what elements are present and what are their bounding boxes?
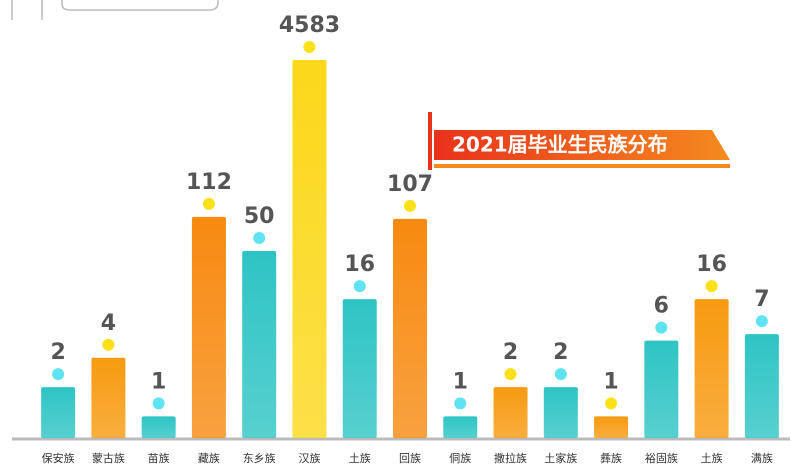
bar — [242, 250, 277, 438]
bar — [644, 340, 679, 438]
value-label: 1 — [151, 369, 166, 394]
x-tick-label: 彝族 — [600, 451, 622, 465]
value-label: 6 — [654, 294, 669, 319]
value-label: 50 — [244, 204, 275, 229]
bar — [393, 218, 427, 438]
marker-dot — [404, 199, 416, 212]
value-label: 1 — [603, 369, 618, 394]
bar — [493, 387, 528, 438]
bar — [292, 59, 327, 439]
marker-dot — [554, 368, 567, 381]
x-tick-label: 蒙古族 — [92, 451, 125, 465]
marker-dot — [353, 280, 366, 293]
x-tick-label: 保安族 — [42, 451, 75, 465]
marker-dot — [605, 397, 618, 410]
bar — [191, 216, 226, 438]
marker-dot — [303, 40, 316, 53]
decoration — [11, 0, 219, 20]
chart-title: 2021届毕业生民族分布 — [452, 133, 668, 157]
x-tick-label: 土族 — [349, 451, 371, 465]
x-tick-label: 汉族 — [298, 451, 320, 465]
x-tick-label: 土族 — [701, 451, 723, 465]
value-label: 107 — [387, 172, 433, 197]
value-label: 2 — [553, 340, 568, 365]
x-tick-label: 土家族 — [544, 451, 577, 465]
x-tick-label: 满族 — [751, 451, 773, 465]
x-tick-label: 撒拉族 — [494, 451, 527, 465]
marker-dot — [504, 368, 517, 381]
value-label: 4583 — [279, 13, 340, 38]
x-tick-label: 回族 — [399, 451, 421, 465]
x-tick-label: 裕固族 — [645, 451, 678, 465]
marker-dot — [52, 368, 65, 381]
value-label: 2 — [503, 340, 518, 365]
marker-dot — [253, 231, 266, 244]
bar — [543, 387, 578, 438]
title-banner: 2021届毕业生民族分布 — [428, 112, 730, 170]
marker-dot — [152, 397, 165, 410]
bar — [91, 357, 126, 438]
value-label: 7 — [754, 287, 769, 312]
x-tick-label: 苗族 — [148, 451, 170, 465]
value-label: 1 — [453, 369, 468, 394]
marker-dot — [454, 397, 467, 410]
bar — [594, 416, 629, 438]
x-tick-label: 侗族 — [449, 451, 471, 465]
value-label: 16 — [344, 252, 375, 277]
value-label: 16 — [696, 252, 727, 277]
bar — [443, 416, 478, 438]
value-label: 112 — [186, 170, 232, 195]
bar — [694, 299, 729, 438]
x-tick-label: 藏族 — [198, 451, 220, 465]
marker-dot — [755, 315, 768, 328]
x-tick-label: 东乡族 — [243, 451, 276, 465]
bar — [141, 416, 176, 438]
bar — [342, 299, 377, 438]
marker-dot — [655, 321, 668, 334]
value-label: 4 — [101, 311, 116, 336]
marker-dot — [705, 280, 718, 293]
bar — [744, 334, 779, 438]
value-label: 2 — [50, 340, 65, 365]
marker-dot — [102, 338, 115, 351]
marker-dot — [202, 197, 215, 210]
bar — [41, 387, 76, 438]
